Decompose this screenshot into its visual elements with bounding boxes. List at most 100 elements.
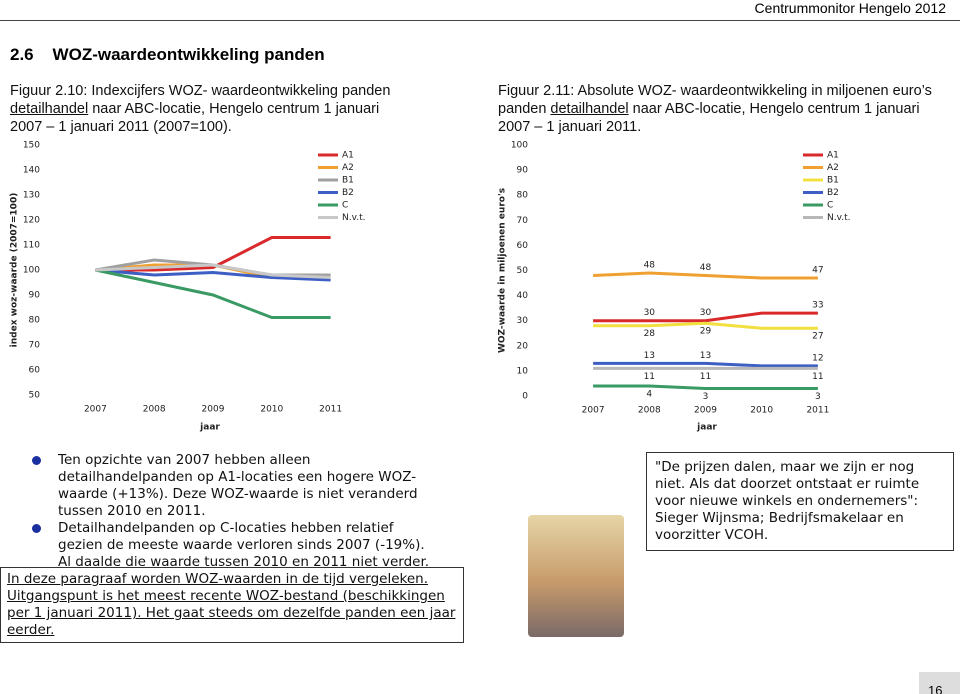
page-number: 16 [928, 683, 943, 694]
value-label: 13 [700, 351, 711, 361]
y-tick-label: 120 [23, 216, 40, 226]
value-label: 11 [644, 372, 655, 382]
section-number: 2.6 [10, 45, 34, 64]
legend-label: B2 [342, 188, 354, 198]
section-title: WOZ-waardeontwikkeling panden [52, 45, 325, 64]
value-label: 48 [644, 261, 656, 271]
series-line [95, 268, 331, 319]
legend-label: N.v.t. [827, 213, 850, 223]
y-tick-label: 50 [29, 391, 41, 401]
y-tick-label: 90 [29, 291, 41, 301]
series-line [95, 236, 331, 272]
page-number-box [919, 672, 960, 694]
value-label: 11 [812, 372, 823, 382]
legend-label: N.v.t. [342, 213, 365, 223]
x-tick-label: 2010 [260, 405, 283, 415]
series-line [593, 271, 818, 280]
y-tick-label: 60 [29, 366, 41, 376]
value-label: 3 [703, 392, 709, 402]
caption-underlined: detailhandel [10, 101, 89, 117]
y-tick-label: 80 [29, 316, 41, 326]
series-line [593, 321, 818, 330]
y-tick-label: 140 [23, 166, 40, 176]
legend-label: B1 [827, 176, 839, 186]
header-title: Centrummonitor Hengelo 2012 [754, 0, 946, 16]
value-label: 12 [812, 353, 823, 363]
bullet-item: Detailhandelpanden op C-locaties hebben … [32, 520, 440, 571]
value-label: 30 [644, 308, 656, 318]
caption-text: naar ABC-locatie, Hengelo centrum 1 janu… [498, 101, 920, 135]
legend-label: A1 [342, 151, 354, 161]
y-tick-label: 70 [29, 341, 41, 351]
legend-label: B1 [342, 176, 354, 186]
x-tick-label: 2009 [202, 405, 225, 415]
y-tick-label: 80 [517, 191, 529, 201]
y-tick-label: 60 [517, 241, 529, 251]
series-line [593, 311, 818, 323]
figure-caption: Figuur 2.10: Indexcijfers WOZ- waardeont… [10, 82, 410, 136]
y-tick-label: 0 [522, 392, 528, 402]
legend-label: A2 [342, 163, 354, 173]
legend-label: B2 [827, 188, 839, 198]
legend-label: C [827, 201, 833, 211]
value-label: 30 [700, 308, 712, 318]
value-label: 48 [700, 263, 712, 273]
legend-label: A2 [827, 163, 839, 173]
legend-label: C [342, 201, 348, 211]
portrait-photo [528, 515, 624, 637]
x-tick-label: 2009 [694, 406, 717, 416]
series-line [593, 361, 818, 368]
caption-text: Figuur 2.11: Absolute WOZ- waardeontwikk… [498, 83, 932, 117]
note-box: In deze paragraaf worden WOZ-waarden in … [0, 567, 464, 643]
x-tick-label: 2007 [84, 405, 107, 415]
y-tick-label: 40 [517, 291, 529, 301]
figure-caption: Figuur 2.11: Absolute WOZ- waardeontwikk… [498, 82, 938, 136]
chart: 0 10 20 30 40 50 60 70 80 90 100 2007 2008 2009 2010 20… [498, 141, 851, 433]
bullet-list: Ten opzichte van 2007 hebben alleen deta… [32, 452, 440, 571]
x-tick-label: 2010 [750, 406, 773, 416]
caption-underlined: detailhandel [550, 101, 629, 117]
bullet-item: Ten opzichte van 2007 hebben alleen deta… [32, 452, 440, 520]
quote-text: "De prijzen dalen, maar we zijn er nog n… [655, 459, 920, 509]
value-label: 47 [812, 266, 823, 276]
y-axis-title: index woz-waarde (2007=100) [10, 193, 20, 348]
series-line [593, 384, 818, 390]
value-label: 13 [644, 351, 655, 361]
quote-box: "De prijzen dalen, maar we zijn er nog n… [646, 452, 954, 551]
caption-text: Figuur 2.10: Indexcijfers WOZ- waardeont… [10, 83, 391, 99]
y-tick-label: 10 [517, 366, 529, 376]
x-axis-title: jaar [199, 423, 220, 433]
value-label: 27 [812, 332, 823, 342]
bullet-dot [32, 456, 41, 465]
header-rule [0, 20, 960, 21]
x-axis-title: jaar [696, 423, 717, 433]
value-label: 33 [812, 301, 823, 311]
x-tick-label: 2011 [806, 406, 829, 416]
section-heading: 2.6 WOZ-waardeontwikkeling panden [10, 45, 325, 65]
series-line [95, 268, 331, 282]
y-tick-label: 70 [517, 216, 529, 226]
y-tick-label: 150 [23, 141, 40, 151]
bullet-text: Ten opzichte van 2007 hebben alleen deta… [58, 452, 418, 519]
value-label: 28 [644, 329, 656, 339]
series-line [95, 263, 331, 279]
quote-source: Sieger Wijnsma; Bedrijfsmakelaar en voor… [655, 510, 904, 543]
bullet-text: Detailhandelpanden op C-locaties hebben … [58, 520, 430, 570]
bullet-dot [32, 524, 41, 533]
y-tick-label: 30 [517, 316, 529, 326]
y-tick-label: 50 [517, 266, 529, 276]
caption-text: naar ABC-locatie, Hengelo centrum 1 janu… [10, 101, 380, 135]
x-tick-label: 2011 [319, 405, 342, 415]
value-label: 3 [815, 392, 821, 402]
chart: 50 60 70 80 90 100 110 120 130 140 150 2007 2008 2009… [10, 141, 366, 433]
y-tick-label: 110 [23, 241, 40, 251]
x-tick-label: 2007 [582, 406, 605, 416]
y-tick-label: 20 [517, 341, 529, 351]
value-label: 29 [700, 327, 712, 337]
y-axis-title: WOZ-waarde in miljoenen euro's [498, 188, 508, 353]
legend-label: A1 [827, 151, 839, 161]
y-tick-label: 130 [23, 191, 40, 201]
value-label: 11 [700, 372, 711, 382]
y-tick-label: 100 [23, 266, 40, 276]
